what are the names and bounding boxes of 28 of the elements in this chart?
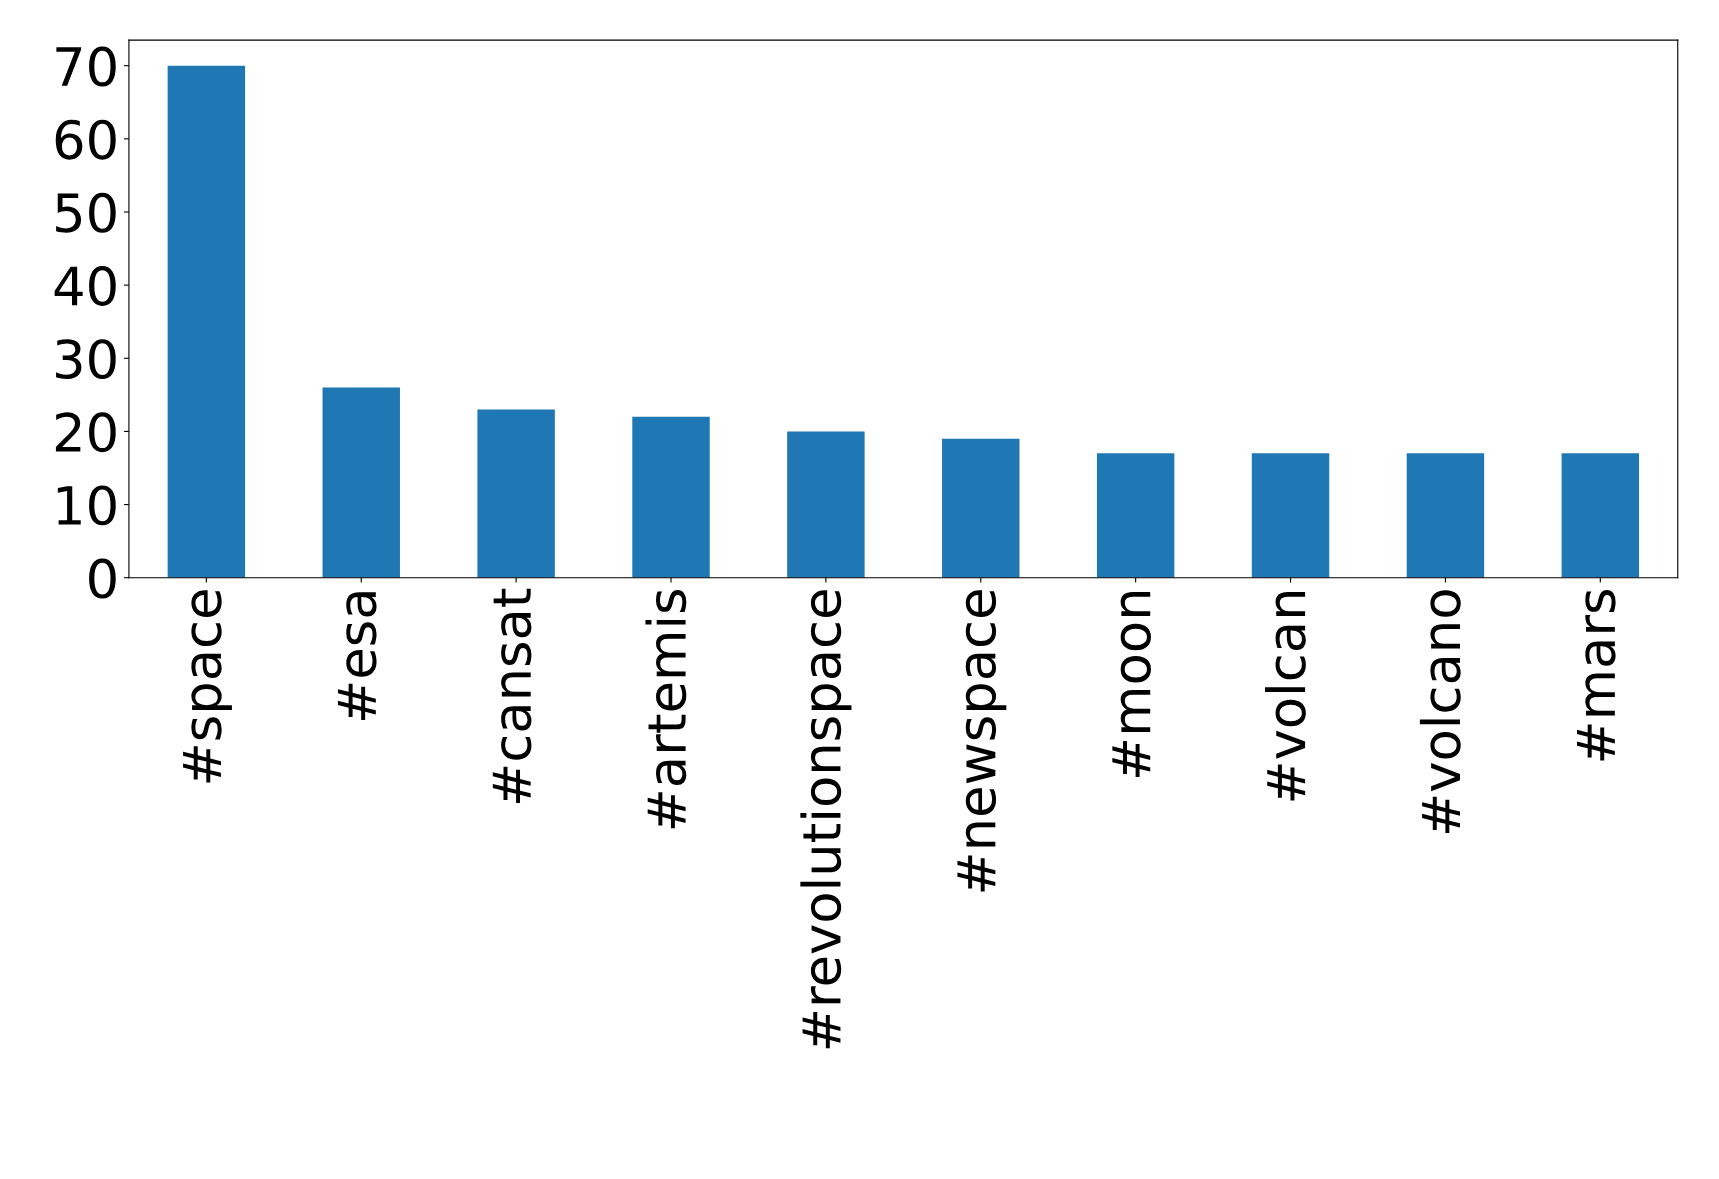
x-tick-label: #volcan xyxy=(1265,591,1306,801)
bar xyxy=(167,65,246,578)
bar xyxy=(322,387,400,578)
y-tick-label: 50 xyxy=(56,192,116,233)
bar xyxy=(942,438,1020,578)
y-tick-label: 30 xyxy=(56,339,116,380)
y-tick-label: 10 xyxy=(57,485,116,526)
bar xyxy=(1561,453,1640,578)
x-tick-label: #revolutionspace xyxy=(800,590,852,1049)
y-tick-label: 70 xyxy=(56,46,116,87)
x-tick-label: #volcano xyxy=(1419,590,1461,833)
x-tick-label: #esa xyxy=(337,592,377,720)
bar xyxy=(1406,453,1485,578)
x-tick-label: #artemis xyxy=(645,590,687,829)
y-tick-label: 60 xyxy=(55,119,116,160)
bar xyxy=(632,416,710,578)
bar xyxy=(1096,453,1175,578)
bar xyxy=(477,409,555,578)
bar xyxy=(1251,453,1330,578)
x-tick-label: #moon xyxy=(1112,591,1151,778)
x-tick-label: #newspace xyxy=(957,590,1007,892)
x-tick-label: #mars xyxy=(1576,590,1616,761)
y-tick-label: 20 xyxy=(55,412,116,453)
x-tick-label: #space xyxy=(183,590,232,783)
x-tick-label: #cansat xyxy=(492,588,532,803)
y-tick-label: 0 xyxy=(89,558,116,599)
y-tick-label: 40 xyxy=(54,266,116,306)
bar xyxy=(787,431,865,578)
